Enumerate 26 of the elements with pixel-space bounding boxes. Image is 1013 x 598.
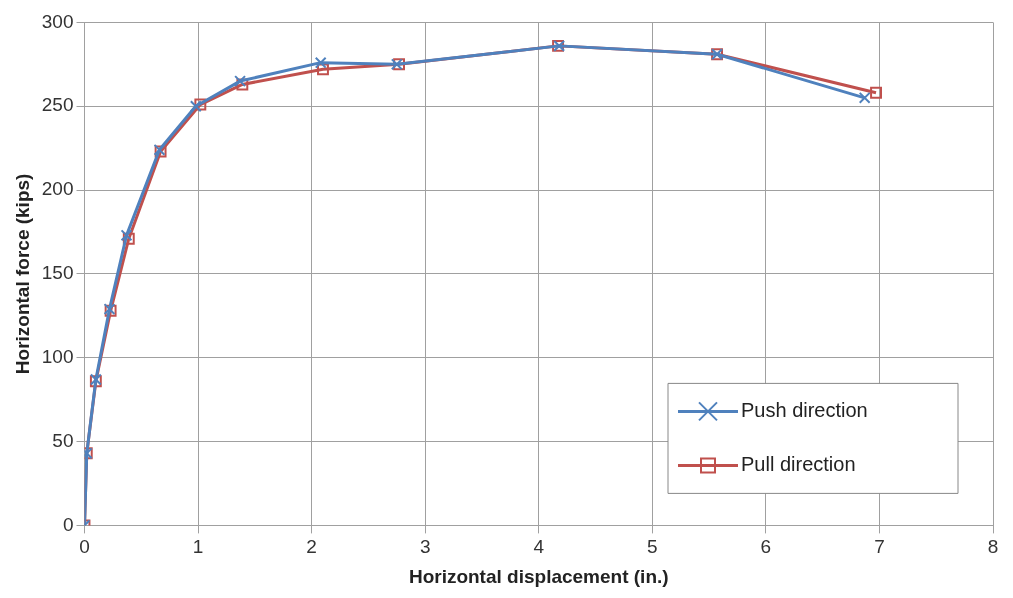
y-tick-label: 250: [41, 94, 74, 116]
x-tick-label: 6: [760, 536, 772, 558]
x-tick-label: 4: [533, 536, 545, 558]
point: [858, 91, 871, 104]
y-tick-label: 100: [41, 345, 74, 367]
y-tick-label: 50: [52, 429, 74, 451]
point: [317, 63, 329, 76]
y-axis-title: Horizontal force (kips): [11, 173, 33, 375]
point: [194, 98, 207, 111]
point: [189, 100, 202, 113]
y-tick-label: 300: [41, 10, 74, 32]
x-tick-label: 8: [987, 536, 999, 558]
x-tick-label: 3: [419, 536, 431, 558]
y-tick-label: 150: [41, 262, 74, 284]
x-tick-label: 1: [192, 536, 204, 558]
y-tick-label: 200: [41, 178, 74, 200]
x-tick-label: 2: [306, 536, 317, 558]
y-tick-label: 0: [62, 513, 74, 535]
point: [870, 86, 882, 99]
legend-label: Push direction: [741, 398, 868, 421]
legend-label: Pull direction: [741, 452, 856, 475]
x-tick-label: 0: [79, 536, 90, 558]
point: [314, 56, 327, 69]
x-axis-title: Horizontal displacement (in.): [408, 565, 669, 587]
x-tick-label: 7: [874, 536, 885, 558]
x-tick-label: 5: [647, 536, 658, 558]
